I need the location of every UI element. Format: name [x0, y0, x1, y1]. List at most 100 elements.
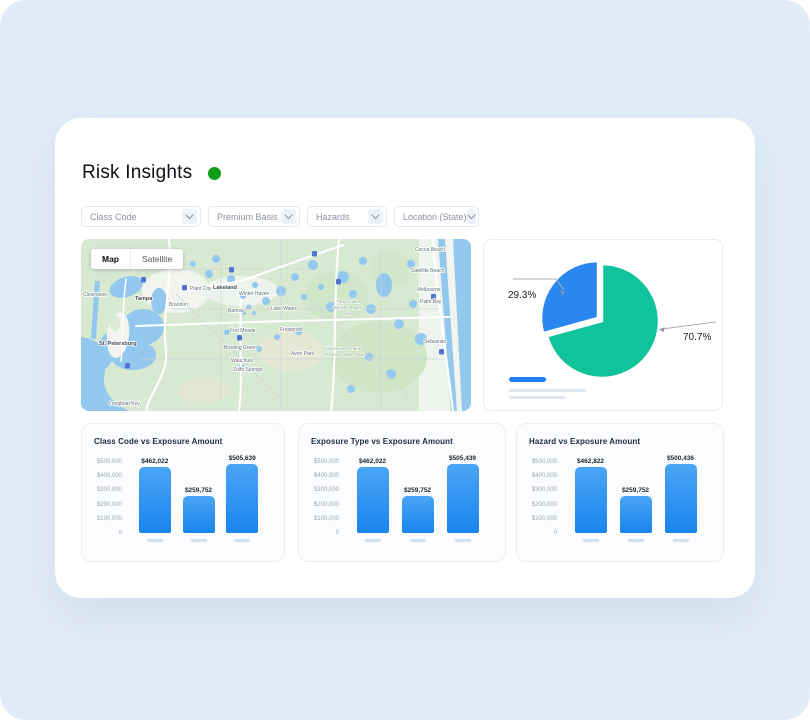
- y-tick-label: 0: [118, 530, 122, 536]
- map-place-label: Zolfo Springs: [233, 367, 263, 373]
- map-place-label: Palm Bay: [420, 299, 442, 305]
- map-place-label: Cocoa Beach: [415, 247, 445, 253]
- x-category-pill: [409, 539, 426, 542]
- bar-value-label: $259,752: [621, 487, 650, 495]
- risk-insights-card: Risk Insights Class Code Premium Basis H…: [55, 118, 755, 598]
- bar-value-label: $462,022: [358, 458, 387, 466]
- map-place-label: Longboat Key: [109, 401, 140, 407]
- bar: [619, 496, 652, 533]
- legend-skeleton-line: [509, 395, 565, 399]
- bar: [138, 467, 171, 533]
- bar-value-label: $259,752: [403, 487, 432, 495]
- status-dot: [208, 166, 222, 180]
- title-row: Risk Insights: [82, 162, 222, 184]
- map-place-label: Winter Haven: [239, 291, 270, 297]
- plot-area: $462,022 $259,752 $505,439: [344, 455, 491, 542]
- map-place-label: Tampa: [135, 296, 153, 302]
- bar: [226, 464, 259, 533]
- map-place-label: Three Lakes: [336, 299, 362, 304]
- map-place-label: Clearwater: [83, 292, 108, 298]
- x-category-pill: [190, 539, 207, 542]
- bar-chart: $500,000 $400,000 $300,000 $200,000 $100,000…: [94, 455, 270, 542]
- bar-value-label: $500,436: [666, 455, 695, 462]
- pie-slice: [545, 262, 661, 380]
- bar-chart: $500,000 $400,000 $300,000 $200,000 $100,000…: [311, 455, 491, 542]
- y-axis: $500,000 $400,000 $300,000 $200,000 $100,000…: [94, 455, 127, 536]
- filter-label: Hazards: [316, 211, 350, 222]
- x-category-pill: [582, 539, 599, 542]
- bar: [446, 464, 479, 533]
- map-place-label: Wildlife Mngmt: [333, 305, 363, 310]
- pie-chart: 29.3% 70.7%: [508, 259, 717, 380]
- y-tick-label: $200,000: [313, 501, 339, 508]
- bar: [401, 496, 434, 533]
- map-place-label: Frostproof: [280, 327, 303, 333]
- chart-title: Hazard vs Exposure Amount: [529, 437, 641, 446]
- x-category-pill: [454, 539, 471, 542]
- map-place-label: Area: [344, 311, 354, 316]
- y-tick-label: 0: [335, 530, 339, 536]
- y-tick-label: $500,000: [96, 459, 122, 466]
- y-tick-label: $100,000: [531, 515, 557, 522]
- chevron-down-icon: [182, 209, 197, 224]
- plot-area: $462,022 $259,752 $505,639: [127, 455, 270, 542]
- y-tick-label: $100,000: [96, 515, 122, 522]
- y-tick-label: $300,000: [96, 487, 122, 494]
- y-axis: $500,000 $400,000 $300,000 $200,000 $100,000…: [311, 455, 344, 536]
- filter-premium-basis[interactable]: Premium Basis: [208, 206, 300, 227]
- y-tick-label: $400,000: [313, 473, 339, 480]
- bar-value-label: $462,022: [141, 458, 169, 466]
- bar: [664, 464, 697, 533]
- map-place-label: Wauchula: [231, 358, 253, 364]
- bar: [356, 467, 389, 533]
- map-place-label: Plant City: [190, 286, 212, 292]
- chevron-down-icon: [466, 209, 476, 224]
- bar-chart-card-exposure-type: Exposure Type vs Exposure Amount $500,00…: [298, 423, 506, 562]
- bar-chart-card-hazard: Hazard vs Exposure Amount $500,000 $400,0…: [516, 423, 724, 562]
- map-place-label: Kissimmee Prairie: [325, 346, 362, 351]
- map-place-label: St. Petersburg: [99, 341, 137, 347]
- pie-chart-card: 29.3% 70.7%: [483, 239, 723, 411]
- y-tick-label: 0: [553, 530, 557, 536]
- y-tick-label: $300,000: [313, 487, 339, 494]
- y-tick-label: $200,000: [96, 501, 122, 508]
- x-category-pill: [364, 539, 381, 542]
- legend-skeleton-primary: [509, 377, 546, 382]
- y-tick-label: $100,000: [313, 515, 339, 522]
- filter-bar: Class Code Premium Basis Hazards Locatio…: [81, 206, 479, 227]
- filter-label: Location (State): [403, 211, 467, 222]
- bar-value-label: $259,752: [184, 487, 213, 495]
- bar-chart-card-class-code: Class Code vs Exposure Amount $500,000 $4…: [81, 423, 285, 562]
- filter-label: Class Code: [90, 211, 137, 222]
- map-place-label: Melbourne: [417, 287, 441, 293]
- page-title: Risk Insights: [82, 162, 193, 183]
- map-place-label: Lake Wales: [271, 306, 297, 312]
- svg-text:29.3%: 29.3%: [508, 290, 536, 301]
- bar-value-label: $462,822: [576, 458, 605, 466]
- map-place-label: Satellite Beach: [411, 268, 445, 274]
- filter-hazards[interactable]: Hazards: [307, 206, 387, 227]
- map-place-label: Lakeland: [213, 285, 237, 291]
- y-tick-label: $400,000: [96, 473, 122, 480]
- pie-callout-70: 70.7%: [659, 321, 717, 343]
- map-place-label: Sebastian: [424, 339, 446, 345]
- map-place-label: Fort Meade: [230, 328, 256, 334]
- map-place-label: Bartow: [228, 308, 244, 314]
- filter-class-code[interactable]: Class Code: [81, 206, 201, 227]
- bar: [574, 467, 607, 533]
- y-tick-label: $500,000: [531, 459, 557, 466]
- map-button[interactable]: Map: [102, 254, 119, 264]
- x-category-pill: [234, 539, 251, 542]
- map-canvas: Clearwater Tampa Brandon Plant City Lakeland…: [81, 239, 471, 411]
- map-type-control: Map Satellite: [91, 249, 184, 269]
- filter-location-state[interactable]: Location (State): [394, 206, 479, 227]
- chevron-down-icon: [281, 209, 296, 224]
- bar-value-label: $505,439: [448, 455, 477, 462]
- map-place-label: Bowling Green: [224, 345, 257, 351]
- legend-skeleton-line: [509, 388, 586, 392]
- map-panel[interactable]: Clearwater Tampa Brandon Plant City Lakeland…: [81, 239, 471, 411]
- bar-value-label: $505,639: [228, 455, 256, 462]
- satellite-button[interactable]: Satellite: [142, 254, 173, 264]
- x-category-pill: [672, 539, 689, 542]
